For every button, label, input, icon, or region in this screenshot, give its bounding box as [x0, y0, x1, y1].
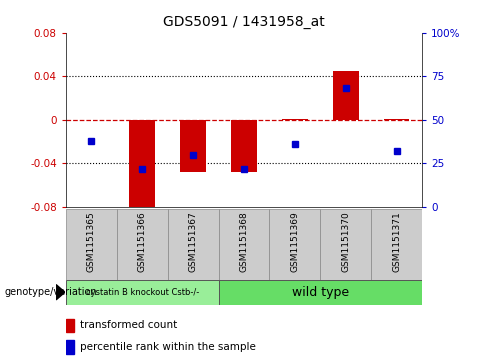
Bar	[66, 319, 74, 332]
Bar	[66, 340, 74, 354]
Text: percentile rank within the sample: percentile rank within the sample	[80, 342, 256, 352]
Text: transformed count: transformed count	[80, 321, 177, 330]
Bar	[384, 119, 409, 120]
Text: GSM1151369: GSM1151369	[290, 211, 300, 272]
Text: GSM1151368: GSM1151368	[240, 211, 248, 272]
Text: GSM1151371: GSM1151371	[392, 211, 401, 272]
Text: GSM1151370: GSM1151370	[341, 211, 350, 272]
Text: genotype/variation: genotype/variation	[5, 287, 98, 297]
Title: GDS5091 / 1431958_at: GDS5091 / 1431958_at	[163, 15, 325, 29]
FancyBboxPatch shape	[219, 280, 422, 305]
FancyBboxPatch shape	[168, 209, 219, 280]
Text: GSM1151366: GSM1151366	[138, 211, 147, 272]
Text: cystatin B knockout Cstb-/-: cystatin B knockout Cstb-/-	[85, 288, 199, 297]
Bar	[282, 119, 307, 120]
FancyBboxPatch shape	[66, 209, 117, 280]
FancyBboxPatch shape	[117, 209, 168, 280]
Text: GSM1151365: GSM1151365	[87, 211, 96, 272]
FancyBboxPatch shape	[269, 209, 320, 280]
FancyBboxPatch shape	[219, 209, 269, 280]
Text: wild type: wild type	[292, 286, 349, 299]
Polygon shape	[56, 285, 65, 300]
Bar	[129, 120, 155, 212]
FancyBboxPatch shape	[371, 209, 422, 280]
Bar	[333, 71, 359, 120]
FancyBboxPatch shape	[320, 209, 371, 280]
FancyBboxPatch shape	[66, 280, 219, 305]
Bar	[231, 120, 257, 172]
Text: GSM1151367: GSM1151367	[188, 211, 198, 272]
Bar	[181, 120, 206, 172]
